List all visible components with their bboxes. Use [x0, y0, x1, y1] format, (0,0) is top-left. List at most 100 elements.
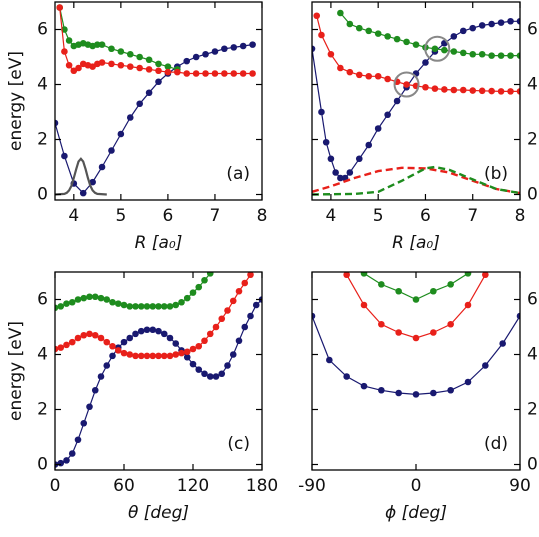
data-point — [241, 279, 249, 287]
y-axis-label: energy [eV] — [6, 51, 26, 151]
y-tick-label: 0 — [37, 185, 48, 205]
data-point — [497, 52, 505, 59]
x-axis-label: θ [deg] — [128, 503, 189, 523]
data-point — [431, 45, 439, 53]
data-point — [488, 20, 495, 28]
data-point — [469, 24, 477, 32]
highlight-circle — [424, 35, 451, 62]
data-point — [346, 68, 354, 76]
data-point — [313, 12, 321, 20]
data-point — [155, 60, 162, 68]
data-point — [360, 382, 368, 390]
x-tick-label: 8 — [515, 206, 526, 226]
plot-area — [55, 272, 262, 468]
data-point — [155, 303, 162, 310]
data-point — [63, 300, 70, 307]
series-line — [339, 12, 520, 57]
y-tick-label: 0 — [37, 455, 48, 475]
data-point — [55, 119, 59, 127]
data-point — [393, 97, 401, 105]
data-point — [126, 303, 134, 310]
data-point — [86, 403, 93, 411]
data-point — [68, 298, 76, 306]
data-point — [74, 334, 82, 342]
data-point — [155, 67, 162, 75]
series-line — [55, 274, 251, 357]
data-point — [126, 114, 134, 121]
data-point — [183, 353, 191, 361]
data-point — [183, 70, 191, 77]
data-point — [374, 125, 382, 132]
x-axis-label: ϕ [deg] — [385, 503, 447, 523]
data-point — [450, 33, 458, 40]
data-point — [65, 37, 73, 44]
data-point — [97, 373, 105, 380]
x-axis-label: R [a₀] — [392, 233, 440, 253]
data-point — [91, 386, 99, 394]
data-point — [422, 59, 429, 66]
data-point — [459, 27, 467, 35]
data-point — [206, 272, 214, 277]
data-point — [172, 351, 180, 358]
data-point — [98, 41, 106, 48]
data-point — [459, 86, 467, 94]
data-point — [201, 337, 208, 345]
data-point — [395, 287, 402, 295]
data-point — [68, 450, 76, 457]
data-point — [355, 71, 363, 79]
data-point — [469, 87, 477, 94]
data-point — [441, 46, 448, 54]
data-point — [337, 9, 344, 17]
data-point — [395, 389, 402, 397]
data-point — [149, 352, 157, 360]
data-point — [91, 331, 99, 339]
data-point — [482, 272, 489, 279]
data-point — [183, 294, 191, 302]
series-line — [55, 157, 107, 196]
data-point — [155, 327, 162, 335]
data-point — [61, 48, 68, 55]
plot-area — [55, 4, 256, 197]
data-point — [378, 386, 385, 394]
y-tick-label: 2 — [527, 130, 538, 150]
data-point — [497, 19, 505, 26]
data-point — [218, 315, 226, 323]
data-point — [103, 296, 111, 303]
x-tick-label: 180 — [246, 476, 278, 496]
data-point — [145, 56, 153, 64]
data-point — [109, 352, 116, 360]
data-point — [183, 348, 191, 356]
data-point — [178, 298, 185, 306]
data-point — [201, 276, 208, 284]
data-point — [312, 45, 316, 53]
plot-area — [312, 272, 520, 398]
data-point — [98, 163, 106, 171]
data-point — [516, 312, 520, 320]
data-point — [137, 327, 145, 335]
data-point — [239, 42, 247, 50]
data-point — [79, 189, 87, 197]
data-point — [507, 88, 514, 95]
plot-frame — [54, 271, 263, 471]
data-point — [235, 337, 243, 345]
data-point — [192, 70, 200, 77]
y-tick-label: 0 — [527, 455, 538, 475]
data-point — [75, 64, 82, 72]
panel-label: (b) — [484, 164, 508, 184]
data-point — [164, 63, 172, 70]
data-point — [57, 459, 65, 467]
y-tick-label: 0 — [527, 185, 538, 205]
data-point — [132, 330, 139, 338]
data-point — [218, 370, 226, 378]
series-line — [55, 44, 253, 194]
data-point — [160, 303, 168, 310]
data-point — [327, 155, 335, 163]
data-point — [155, 78, 162, 86]
data-point — [249, 41, 256, 48]
series-line — [344, 272, 488, 339]
panel-label: (c) — [227, 434, 250, 454]
x-tick-label: 60 — [113, 476, 135, 496]
data-point — [365, 72, 373, 80]
x-tick-label: 0 — [411, 476, 422, 496]
data-point — [450, 86, 458, 94]
